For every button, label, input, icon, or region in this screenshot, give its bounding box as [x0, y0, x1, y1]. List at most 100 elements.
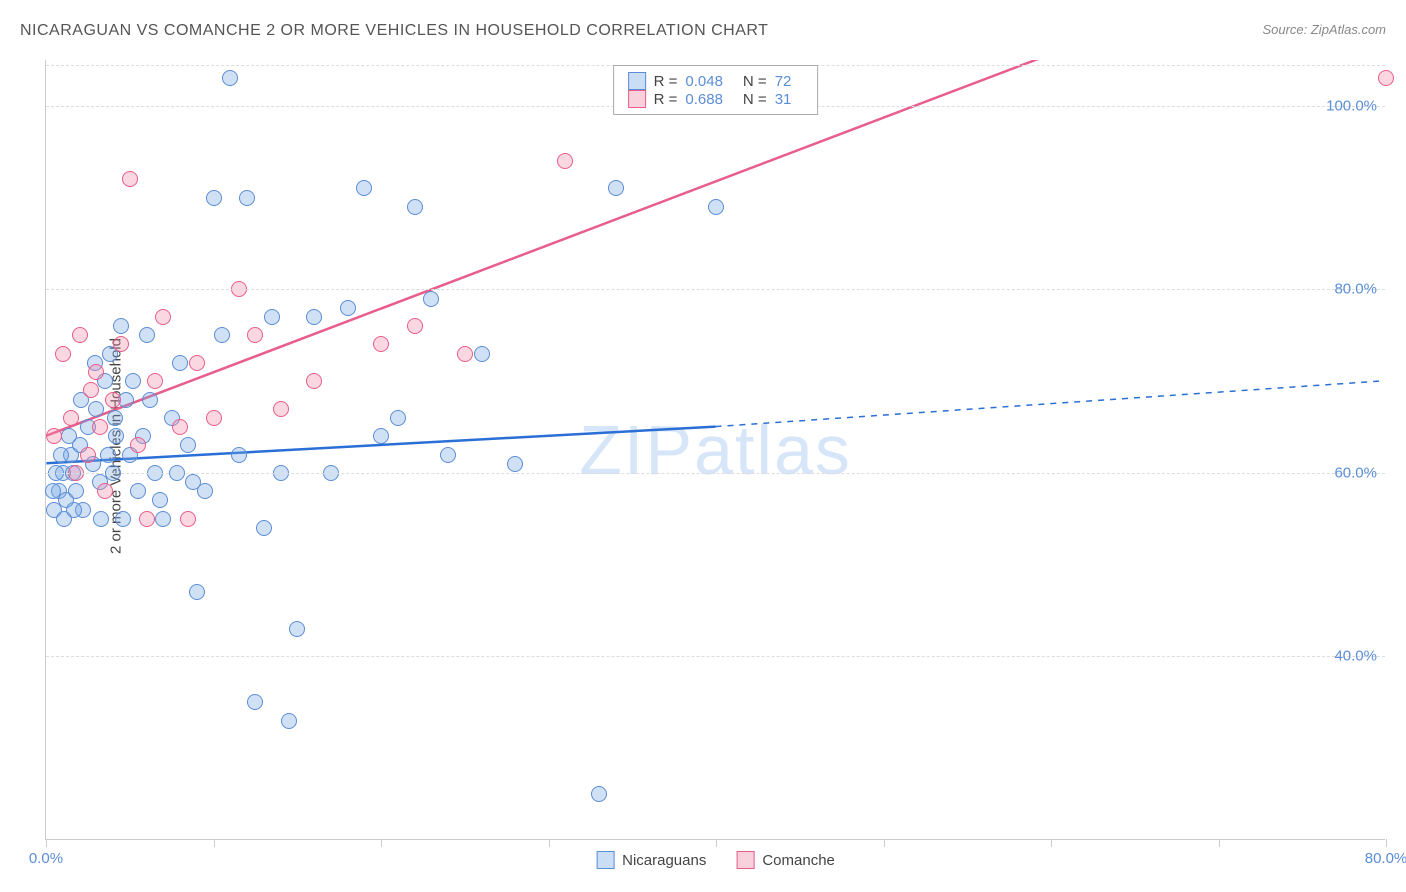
data-point-comanche	[113, 336, 129, 352]
data-point-nicaraguans	[93, 511, 109, 527]
source-citation: Source: ZipAtlas.com	[1262, 22, 1386, 37]
data-point-comanche	[72, 327, 88, 343]
correlation-stats-box: R = 0.048 N = 72 R = 0.688 N = 31	[613, 65, 819, 115]
data-point-comanche	[155, 309, 171, 325]
data-point-comanche	[557, 153, 573, 169]
chart-title: NICARAGUAN VS COMANCHE 2 OR MORE VEHICLE…	[20, 22, 768, 40]
gridline	[46, 289, 1385, 290]
data-point-nicaraguans	[53, 447, 69, 463]
y-tick-label: 60.0%	[1334, 464, 1377, 481]
data-point-comanche	[130, 437, 146, 453]
x-tick	[381, 839, 382, 847]
legend-item-nicaraguans: Nicaraguans	[596, 851, 706, 869]
data-point-comanche	[306, 373, 322, 389]
data-point-nicaraguans	[61, 428, 77, 444]
legend-item-comanche: Comanche	[736, 851, 835, 869]
data-point-comanche	[105, 392, 121, 408]
data-point-nicaraguans	[130, 483, 146, 499]
y-tick-label: 40.0%	[1334, 648, 1377, 665]
data-point-comanche	[147, 373, 163, 389]
data-point-comanche	[122, 171, 138, 187]
data-point-comanche	[247, 327, 263, 343]
data-point-comanche	[55, 346, 71, 362]
gridline	[46, 656, 1385, 657]
data-point-nicaraguans	[247, 694, 263, 710]
x-tick	[549, 839, 550, 847]
stats-row-nicaraguans: R = 0.048 N = 72	[628, 72, 804, 90]
data-point-nicaraguans	[155, 511, 171, 527]
data-point-nicaraguans	[289, 621, 305, 637]
data-point-nicaraguans	[281, 713, 297, 729]
x-tick	[46, 839, 47, 847]
data-point-nicaraguans	[608, 180, 624, 196]
x-tick-label: 80.0%	[1365, 850, 1406, 867]
swatch-pink	[628, 90, 646, 108]
data-point-nicaraguans	[306, 309, 322, 325]
data-point-nicaraguans	[423, 291, 439, 307]
data-point-nicaraguans	[206, 190, 222, 206]
data-point-comanche	[88, 364, 104, 380]
data-point-comanche	[63, 410, 79, 426]
data-point-nicaraguans	[340, 300, 356, 316]
swatch-blue	[628, 72, 646, 90]
data-point-nicaraguans	[189, 584, 205, 600]
data-point-comanche	[407, 318, 423, 334]
data-point-comanche	[46, 428, 62, 444]
data-point-comanche	[139, 511, 155, 527]
data-point-nicaraguans	[373, 428, 389, 444]
swatch-pink	[736, 851, 754, 869]
data-point-nicaraguans	[264, 309, 280, 325]
trend-lines	[46, 60, 1385, 839]
data-point-comanche	[273, 401, 289, 417]
data-point-nicaraguans	[708, 199, 724, 215]
data-point-comanche	[180, 511, 196, 527]
data-point-nicaraguans	[115, 511, 131, 527]
x-tick	[1219, 839, 1220, 847]
gridline	[46, 473, 1385, 474]
data-point-nicaraguans	[474, 346, 490, 362]
data-point-nicaraguans	[180, 437, 196, 453]
y-tick-label: 100.0%	[1326, 97, 1377, 114]
data-point-nicaraguans	[390, 410, 406, 426]
data-point-comanche	[373, 336, 389, 352]
data-point-nicaraguans	[107, 410, 123, 426]
data-point-nicaraguans	[222, 70, 238, 86]
swatch-blue	[596, 851, 614, 869]
x-tick	[716, 839, 717, 847]
bottom-legend: Nicaraguans Comanche	[596, 851, 835, 869]
data-point-nicaraguans	[440, 447, 456, 463]
data-point-nicaraguans	[185, 474, 201, 490]
data-point-nicaraguans	[108, 428, 124, 444]
data-point-nicaraguans	[239, 190, 255, 206]
data-point-comanche	[97, 483, 113, 499]
data-point-nicaraguans	[113, 318, 129, 334]
data-point-comanche	[1378, 70, 1394, 86]
data-point-comanche	[80, 447, 96, 463]
x-tick	[1386, 839, 1387, 847]
y-tick-label: 80.0%	[1334, 281, 1377, 298]
data-point-nicaraguans	[142, 392, 158, 408]
data-point-nicaraguans	[407, 199, 423, 215]
data-point-comanche	[172, 419, 188, 435]
data-point-nicaraguans	[45, 483, 61, 499]
data-point-nicaraguans	[256, 520, 272, 536]
data-point-nicaraguans	[66, 502, 82, 518]
data-point-nicaraguans	[591, 786, 607, 802]
data-point-nicaraguans	[100, 447, 116, 463]
data-point-nicaraguans	[139, 327, 155, 343]
data-point-comanche	[457, 346, 473, 362]
x-tick	[214, 839, 215, 847]
x-tick	[884, 839, 885, 847]
data-point-comanche	[83, 382, 99, 398]
data-point-nicaraguans	[231, 447, 247, 463]
data-point-nicaraguans	[152, 492, 168, 508]
data-point-nicaraguans	[172, 355, 188, 371]
x-tick	[1051, 839, 1052, 847]
data-point-nicaraguans	[356, 180, 372, 196]
chart-plot-area: ZIPatlas 40.0%60.0%80.0%100.0% 0.0%80.0%…	[45, 60, 1385, 840]
data-point-nicaraguans	[507, 456, 523, 472]
data-point-nicaraguans	[88, 401, 104, 417]
stats-row-comanche: R = 0.688 N = 31	[628, 90, 804, 108]
data-point-comanche	[206, 410, 222, 426]
data-point-comanche	[189, 355, 205, 371]
